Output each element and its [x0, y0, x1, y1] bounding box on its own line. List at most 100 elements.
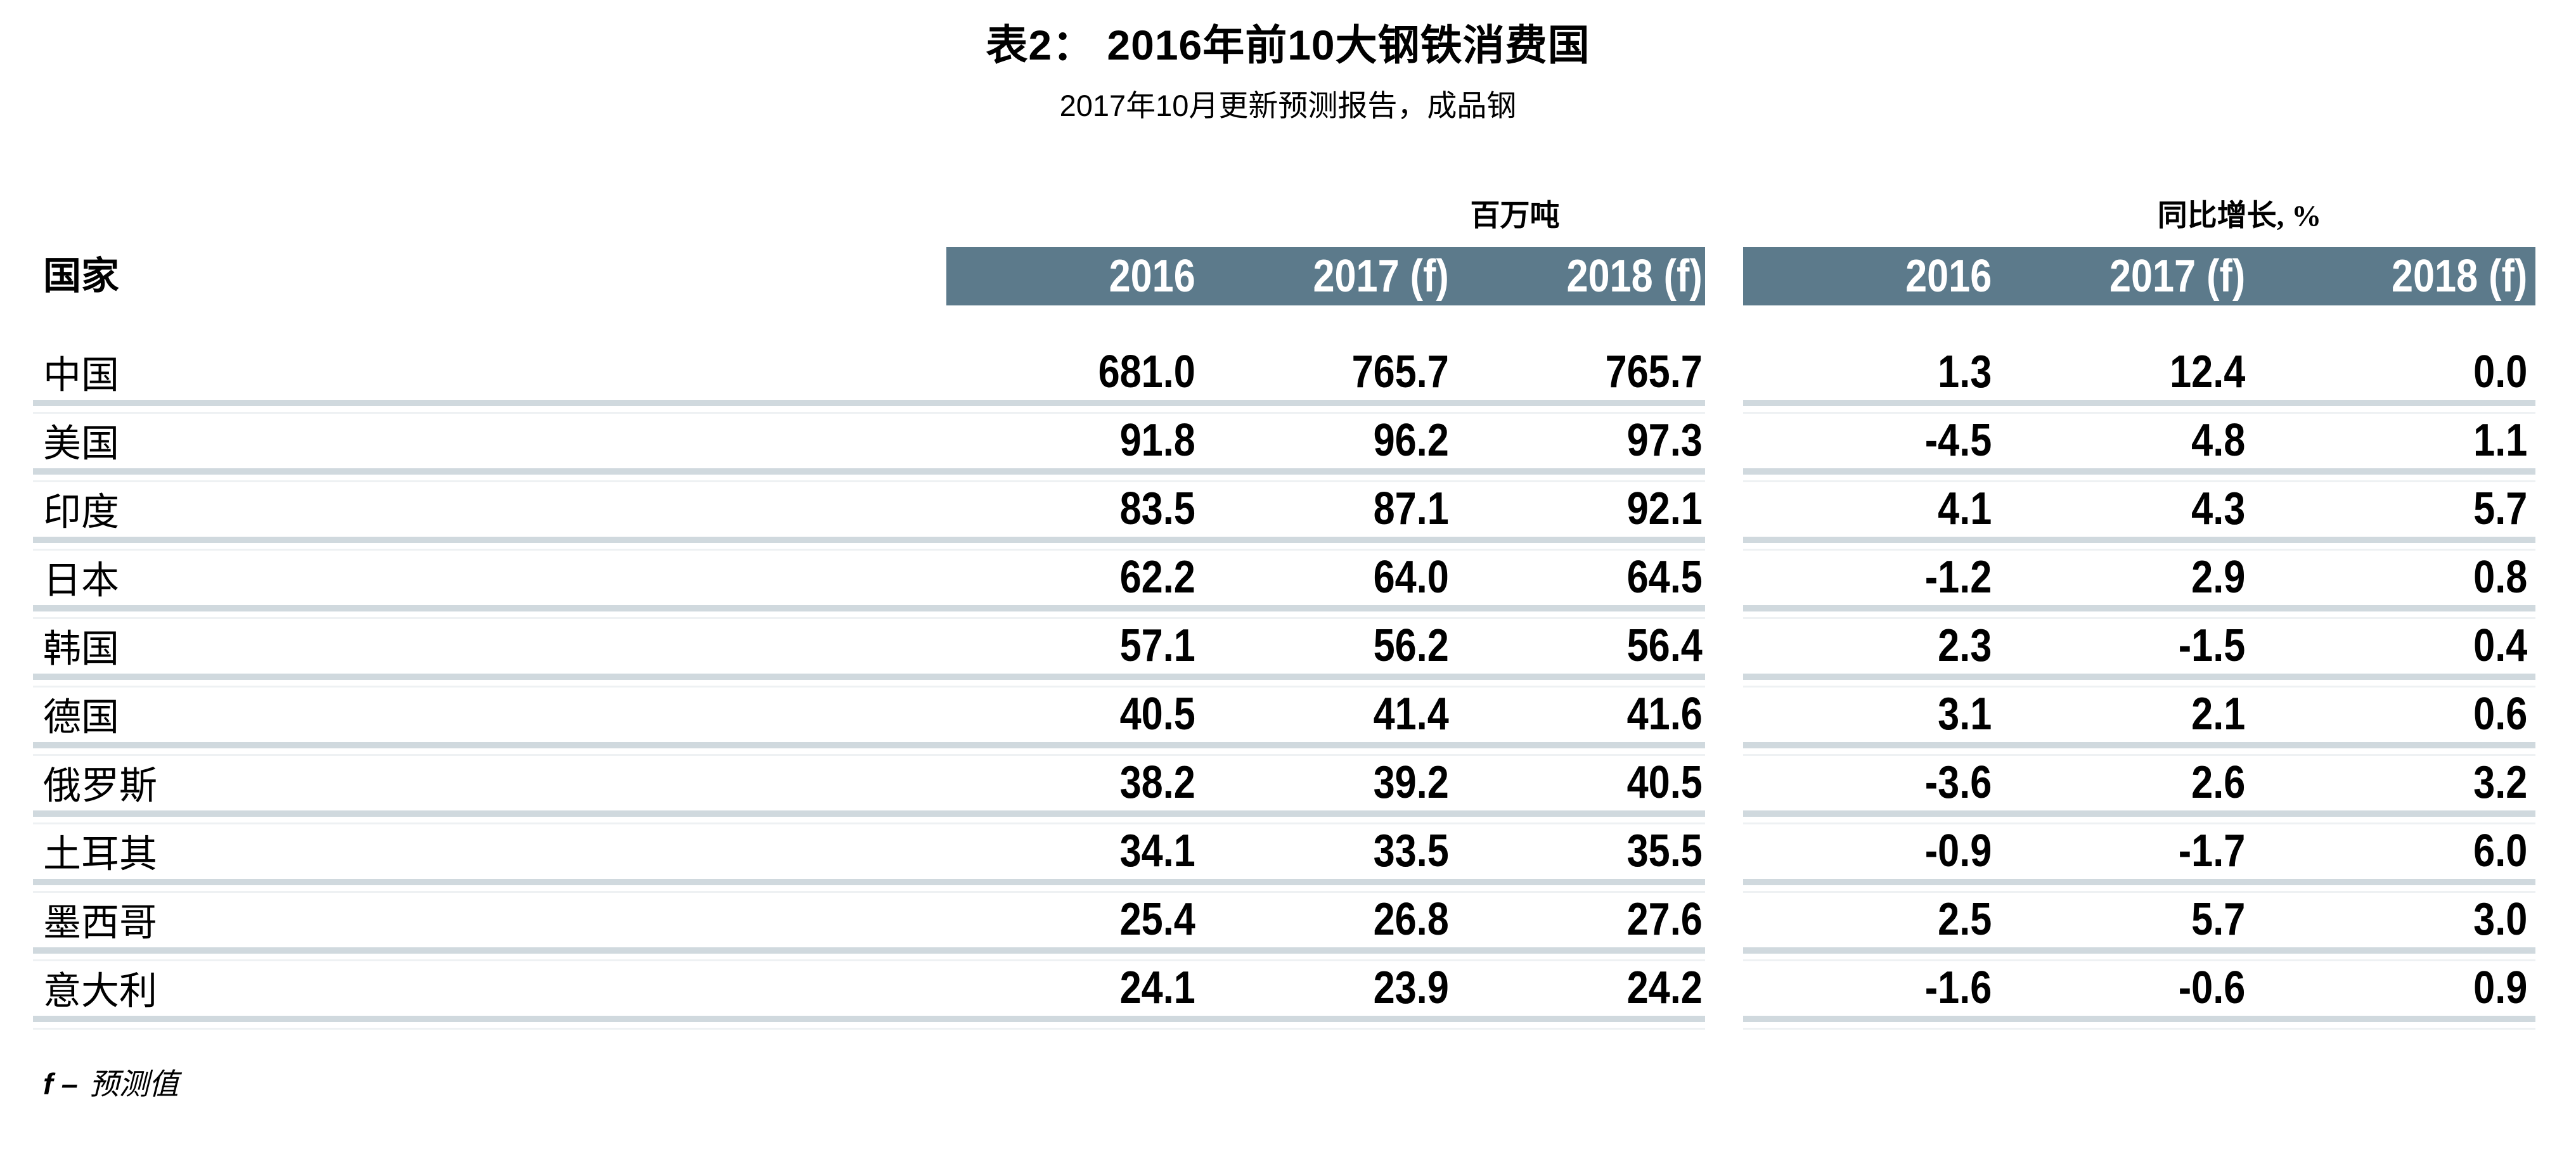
- column-header-tonnes-2016: 2016: [1109, 251, 1195, 302]
- table-row-line: 印度 83.5 87.1 92.1 4.1 4.3 5.7: [0, 481, 2576, 537]
- row-separator-right: [1743, 400, 2535, 414]
- growth-cell: 1.3: [1938, 347, 1992, 397]
- table-row: 德国 40.5 41.4 41.6 3.1 2.1 0.6: [0, 686, 2576, 756]
- growth-cell: -1.2: [1924, 552, 1992, 603]
- tonnes-values: 34.1 33.5 35.5: [946, 825, 1705, 877]
- page-subtitle: 2017年10月更新预测报告，成品钢: [1059, 89, 1517, 122]
- table-row-line: 意大利 24.1 23.9 24.2 -1.6 -0.6 0.9: [0, 960, 2576, 1016]
- growth-cell: -1.7: [2178, 826, 2246, 876]
- column-header-growth-2017f: 2017 (f): [2109, 251, 2246, 302]
- page-title: 表2： 2016年前10大钢铁消费国: [986, 22, 1590, 68]
- row-separator-right: [1743, 1016, 2535, 1030]
- growth-cell: 6.0: [2473, 826, 2528, 876]
- table-row: 俄罗斯 38.2 39.2 40.5 -3.6 2.6 3.2: [0, 755, 2576, 824]
- growth-cell: -1.5: [2178, 620, 2246, 671]
- growth-values: 2.3 -1.5 0.4: [1743, 620, 2535, 672]
- growth-cell: -3.6: [1924, 757, 1992, 808]
- table-row-line: 韩国 57.1 56.2 56.4 2.3 -1.5 0.4: [0, 618, 2576, 674]
- tonnes-values: 83.5 87.1 92.1: [946, 483, 1705, 535]
- tonnes-cell: 34.1: [1119, 826, 1195, 876]
- tonnes-cell: 41.6: [1626, 689, 1703, 739]
- growth-cell: 0.9: [2473, 963, 2528, 1013]
- tonnes-cell: 41.4: [1373, 689, 1449, 739]
- tonnes-cell: 26.8: [1373, 894, 1449, 945]
- row-separator-left: [33, 879, 1705, 893]
- growth-cell: 2.6: [2191, 757, 2246, 808]
- tonnes-cell: 24.2: [1626, 963, 1703, 1013]
- tonnes-cell: 97.3: [1626, 415, 1703, 466]
- growth-cell: 0.0: [2473, 347, 2528, 397]
- tonnes-values: 38.2 39.2 40.5: [946, 757, 1705, 809]
- tonnes-cell: 25.4: [1119, 894, 1195, 945]
- table-row-line: 土耳其 34.1 33.5 35.5 -0.9 -1.7 6.0: [0, 823, 2576, 879]
- tonnes-cell: 35.5: [1626, 826, 1703, 876]
- growth-cell: 5.7: [2191, 894, 2246, 945]
- growth-values: -3.6 2.6 3.2: [1743, 757, 2535, 809]
- tonnes-cell: 40.5: [1626, 757, 1703, 808]
- tonnes-cell: 765.7: [1351, 347, 1449, 397]
- country-cell: 墨西哥: [43, 902, 157, 944]
- growth-cell: 0.8: [2473, 552, 2528, 603]
- tonnes-cell: 56.2: [1373, 620, 1449, 671]
- country-cell: 土耳其: [43, 833, 157, 876]
- growth-cell: 5.7: [2473, 483, 2528, 534]
- growth-values: 1.3 12.4 0.0: [1743, 346, 2535, 398]
- tonnes-cell: 64.0: [1373, 552, 1449, 603]
- table-row-line: 德国 40.5 41.4 41.6 3.1 2.1 0.6: [0, 686, 2576, 742]
- growth-cell: 3.0: [2473, 894, 2528, 945]
- growth-cell: 2.9: [2191, 552, 2246, 603]
- growth-values: 3.1 2.1 0.6: [1743, 688, 2535, 740]
- tonnes-values: 40.5 41.4 41.6: [946, 688, 1705, 740]
- tonnes-cell: 87.1: [1373, 483, 1449, 534]
- country-cell: 印度: [43, 491, 119, 534]
- growth-cell: 0.6: [2473, 689, 2528, 739]
- table-rows: 中国 681.0 765.7 765.7 1.3 12.4 0.0 美国 91.…: [0, 305, 2576, 1030]
- table-row-line: 俄罗斯 38.2 39.2 40.5 -3.6 2.6 3.2: [0, 755, 2576, 810]
- tonnes-values: 62.2 64.0 64.5: [946, 551, 1705, 603]
- growth-cell: 1.1: [2473, 415, 2528, 466]
- tonnes-cell: 91.8: [1119, 415, 1195, 466]
- table-row: 印度 83.5 87.1 92.1 4.1 4.3 5.7: [0, 481, 2576, 551]
- growth-values: 2.5 5.7 3.0: [1743, 893, 2535, 945]
- row-separator-left: [33, 605, 1705, 619]
- growth-cell: 4.3: [2191, 483, 2246, 534]
- header-band-yoy-growth: 2016 2017 (f) 2018 (f): [1743, 247, 2535, 305]
- tonnes-values: 25.4 26.8 27.6: [946, 893, 1705, 945]
- growth-cell: 2.3: [1938, 620, 1992, 671]
- table-row-line: 日本 62.2 64.0 64.5 -1.2 2.9 0.8: [0, 549, 2576, 605]
- country-cell: 德国: [43, 696, 119, 739]
- tonnes-values: 57.1 56.2 56.4: [946, 620, 1705, 672]
- country-cell: 日本: [43, 560, 119, 602]
- row-separator-right: [1743, 468, 2535, 482]
- country-cell: 中国: [43, 354, 119, 397]
- footnote: f – 预测值: [43, 1059, 179, 1103]
- row-separator-right: [1743, 810, 2535, 824]
- column-header-tonnes-2018f: 2018 (f): [1566, 251, 1703, 302]
- tonnes-cell: 64.5: [1626, 552, 1703, 603]
- table-row: 美国 91.8 96.2 97.3 -4.5 4.8 1.1: [0, 413, 2576, 482]
- tonnes-cell: 56.4: [1626, 620, 1703, 671]
- table-row: 土耳其 34.1 33.5 35.5 -0.9 -1.7 6.0: [0, 823, 2576, 893]
- row-separator-left: [33, 1016, 1705, 1030]
- growth-cell: 4.1: [1938, 483, 1992, 534]
- tonnes-cell: 33.5: [1373, 826, 1449, 876]
- tonnes-cell: 40.5: [1119, 689, 1195, 739]
- row-separator-left: [33, 810, 1705, 824]
- tonnes-cell: 38.2: [1119, 757, 1195, 808]
- tonnes-values: 91.8 96.2 97.3: [946, 414, 1705, 466]
- country-cell: 美国: [43, 423, 119, 465]
- row-separator-right: [1743, 605, 2535, 619]
- growth-cell: -1.6: [1924, 963, 1992, 1013]
- row-separator-right: [1743, 537, 2535, 551]
- group-label-yoy-growth: 同比增长, %: [2157, 200, 2322, 233]
- header-band-million-tonnes: 2016 2017 (f) 2018 (f): [946, 247, 1705, 305]
- footnote-label: 预测值: [89, 1068, 179, 1101]
- growth-cell: -4.5: [1924, 415, 1992, 466]
- growth-cell: -0.9: [1924, 826, 1992, 876]
- column-header-tonnes-2017f: 2017 (f): [1313, 251, 1449, 302]
- row-separator-left: [33, 674, 1705, 688]
- row-separator-left: [33, 947, 1705, 961]
- growth-cell: 4.8: [2191, 415, 2246, 466]
- country-cell: 韩国: [43, 628, 119, 670]
- row-separator-left: [33, 537, 1705, 551]
